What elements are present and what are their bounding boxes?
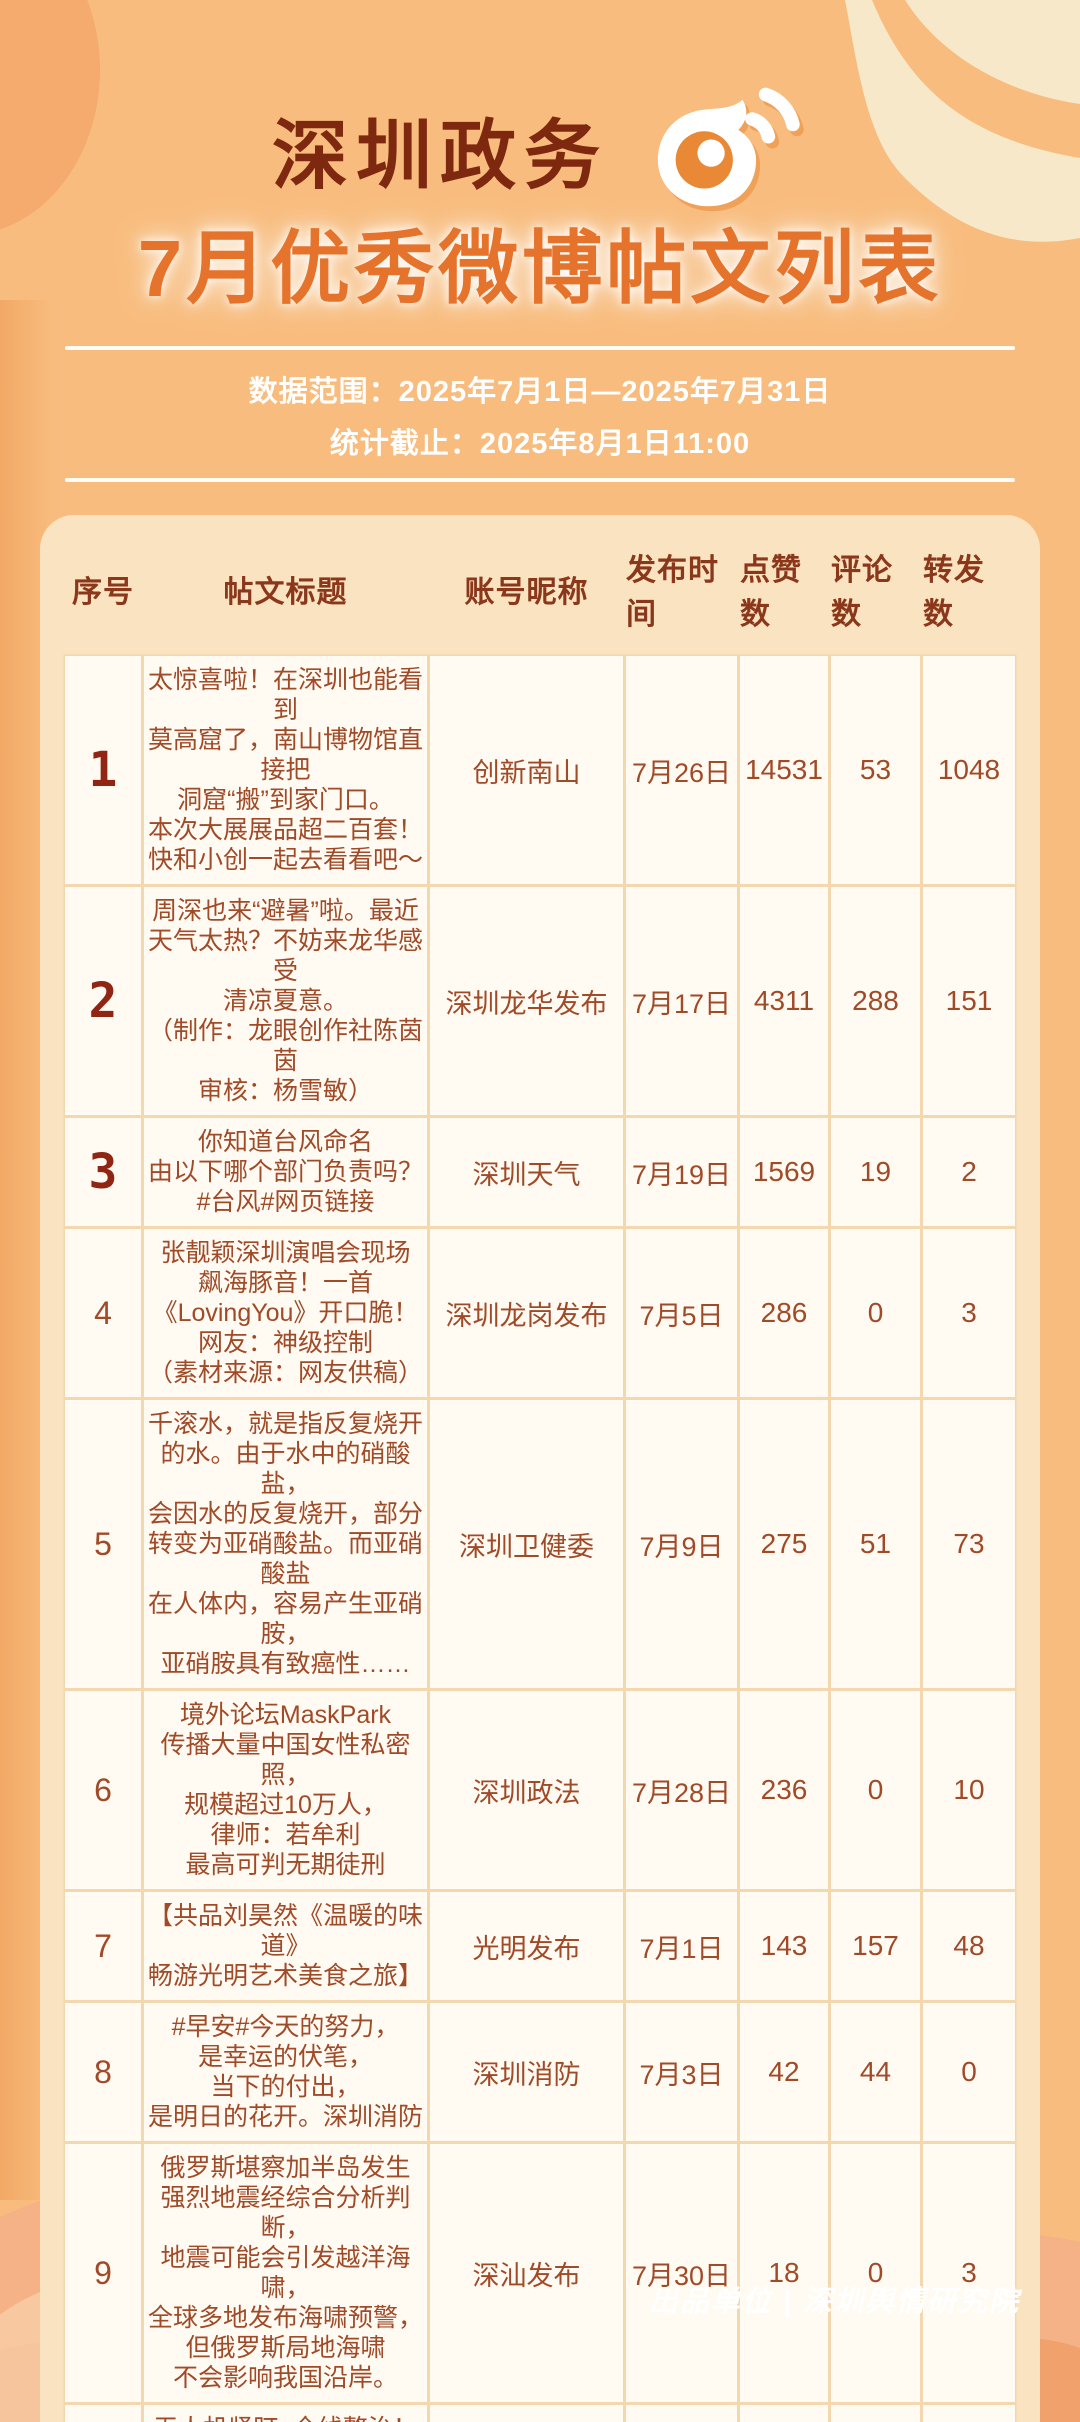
account-cell: 深圳交警 <box>430 2405 623 2422</box>
likes-cell: 42 <box>740 2003 828 2141</box>
reposts-cell: 3 <box>923 2405 1015 2422</box>
top-decoration-waves <box>0 0 1080 242</box>
divider-top <box>65 346 1015 350</box>
table-card: 序号 帖文标题 账号昵称 发布时间 点赞数 评论数 转发数 1 太惊喜啦！在深圳… <box>40 515 1040 2422</box>
account-cell: 深圳龙华发布 <box>430 887 623 1115</box>
account-cell: 创新南山 <box>430 656 623 884</box>
reposts-cell: 3 <box>923 2144 1015 2402</box>
page-title-line2: 7月优秀微博帖文列表 <box>137 224 943 313</box>
divider-bottom <box>65 478 1015 482</box>
account-cell: 深圳卫健委 <box>430 1400 623 1688</box>
col-header-comments: 评论数 <box>831 525 920 653</box>
header: 深圳政务 <box>0 74 1080 224</box>
comments-cell: 19 <box>831 1118 920 1226</box>
col-header-reposts: 转发数 <box>923 525 1015 653</box>
credit-text: 出品单位 | 深圳舆情研究院 <box>648 2286 1020 2318</box>
reposts-cell: 3 <box>923 1229 1015 1397</box>
date-cell: 7月17日 <box>626 887 737 1115</box>
rank-cell: 4 <box>65 1229 141 1397</box>
date-cell: 7月28日 <box>626 1691 737 1889</box>
date-cell: 7月19日 <box>626 1118 737 1226</box>
date-cell: 7月3日 <box>626 2003 737 2141</box>
date-cell: 7月5日 <box>626 1229 737 1397</box>
weibo-icon <box>657 87 800 207</box>
account-cell: 深圳政法 <box>430 1691 623 1889</box>
reposts-cell: 2 <box>923 1118 1015 1226</box>
comments-cell: 44 <box>831 2003 920 2141</box>
post-title-cell: 张靓颖深圳演唱会现场 飙海豚音！一首 《LovingYou》开口脆！ 网友：神级… <box>144 1229 427 1397</box>
stats-deadline-text: 统计截止：2025年8月1日11:00 <box>329 428 751 460</box>
posts-table: 序号 帖文标题 账号昵称 发布时间 点赞数 评论数 转发数 1 太惊喜啦！在深圳… <box>65 525 1015 2422</box>
post-title-cell: 境外论坛MaskPark 传播大量中国女性私密照， 规模超过10万人， 律师：若… <box>144 1691 427 1889</box>
comments-cell: 0 <box>831 2144 920 2402</box>
likes-cell: 236 <box>740 1691 828 1889</box>
post-title-cell: 太惊喜啦！在深圳也能看到 莫高窟了，南山博物馆直接把 洞窟“搬”到家门口。 本次… <box>144 656 427 884</box>
reposts-cell: 0 <box>923 2003 1015 2141</box>
post-title-cell: 你知道台风命名 由以下哪个部门负责吗？ #台风#网页链接 <box>144 1118 427 1226</box>
data-range-text: 数据范围：2025年7月1日—2025年7月31日 <box>248 376 832 408</box>
likes-cell: 275 <box>740 1400 828 1688</box>
rank-cell: 5 <box>65 1400 141 1688</box>
col-header-account: 账号昵称 <box>430 525 623 653</box>
likes-cell: 1569 <box>740 1118 828 1226</box>
likes-cell: 286 <box>740 1229 828 1397</box>
rank-cell: 2 <box>65 887 141 1115</box>
date-cell: 7月1日 <box>626 1892 737 2000</box>
rank-cell: 8 <box>65 2003 141 2141</box>
comments-cell: 157 <box>831 1892 920 2000</box>
rank-cell: 3 <box>65 1118 141 1226</box>
comments-cell: 0 <box>831 1229 920 1397</box>
rank-cell: 9 <box>65 2144 141 2402</box>
account-cell: 深圳龙岗发布 <box>430 1229 623 1397</box>
likes-cell: 4311 <box>740 887 828 1115</box>
post-title-cell: #早安#今天的努力， 是幸运的伏笔， 当下的付出， 是明日的花开。深圳消防 <box>144 2003 427 2141</box>
post-title-cell: 无人机紧盯+全线整治！ 三区交警联动， 严查北环大道电动车！ <box>144 2405 427 2422</box>
post-title-cell: 周深也来“避暑”啦。最近 天气太热？不妨来龙华感受 清凉夏意。 （制作：龙眼创作… <box>144 887 427 1115</box>
date-cell: 7月9日 <box>626 1400 737 1688</box>
likes-cell: 18 <box>740 2144 828 2402</box>
date-cell: 7月30日 <box>626 2144 737 2402</box>
rank-cell: 6 <box>65 1691 141 1889</box>
rank-cell: 10 <box>65 2405 141 2422</box>
rank-cell: 1 <box>65 656 141 884</box>
likes-cell: 14531 <box>740 656 828 884</box>
likes-cell: 143 <box>740 1892 828 2000</box>
comments-cell: 53 <box>831 656 920 884</box>
col-header-date: 发布时间 <box>626 525 737 653</box>
comments-cell: 10 <box>831 2405 920 2422</box>
rank-cell: 7 <box>65 1892 141 2000</box>
reposts-cell: 151 <box>923 887 1015 1115</box>
post-title-cell: 【共品刘昊然《温暖的味道》 畅游光明艺术美食之旅】 <box>144 1892 427 2000</box>
account-cell: 深汕发布 <box>430 2144 623 2402</box>
page-title-line1: 深圳政务 <box>272 114 608 199</box>
col-header-likes: 点赞数 <box>740 525 828 653</box>
reposts-cell: 10 <box>923 1691 1015 1889</box>
post-title-cell: 千滚水，就是指反复烧开 的水。由于水中的硝酸盐， 会因水的反复烧开，部分 转变为… <box>144 1400 427 1688</box>
account-cell: 深圳天气 <box>430 1118 623 1226</box>
comments-cell: 51 <box>831 1400 920 1688</box>
reposts-cell: 48 <box>923 1892 1015 2000</box>
account-cell: 光明发布 <box>430 1892 623 2000</box>
meta-band: 数据范围：2025年7月1日—2025年7月31日 统计截止：2025年8月1日… <box>65 346 1015 482</box>
likes-cell: 16 <box>740 2405 828 2422</box>
comments-cell: 0 <box>831 1691 920 1889</box>
date-cell: 7月26日 <box>626 656 737 884</box>
date-cell: 7月5日 <box>626 2405 737 2422</box>
reposts-cell: 73 <box>923 1400 1015 1688</box>
col-header-no: 序号 <box>65 525 141 653</box>
reposts-cell: 1048 <box>923 656 1015 884</box>
comments-cell: 288 <box>831 887 920 1115</box>
account-cell: 深圳消防 <box>430 2003 623 2141</box>
post-title-cell: 俄罗斯堪察加半岛发生 强烈地震经综合分析判断， 地震可能会引发越洋海啸， 全球多… <box>144 2144 427 2402</box>
col-header-title: 帖文标题 <box>144 525 427 653</box>
